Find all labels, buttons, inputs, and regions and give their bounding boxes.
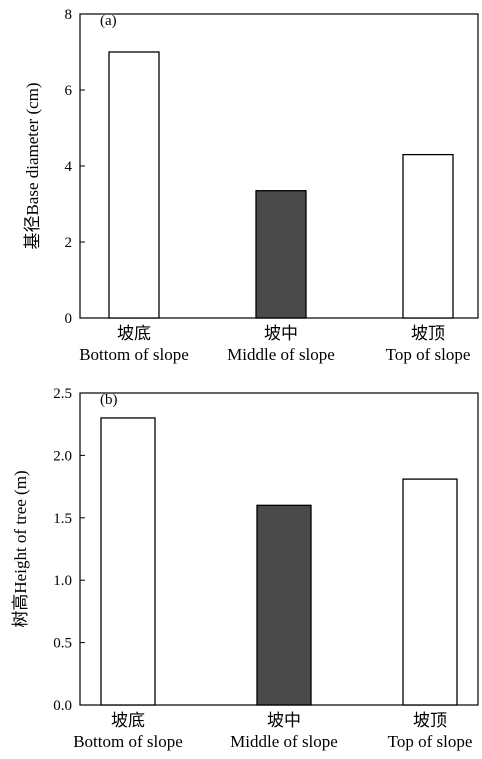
x-category-label: 坡顶 [413,711,447,730]
y-tick-label: 0.5 [53,636,72,652]
y-tick-label: 2 [65,235,73,251]
y-tick-label: 8 [65,7,73,23]
bar [256,504,312,706]
y-tick-label: 0 [65,311,73,327]
x-category-label-en: Middle of slope [230,732,338,751]
panel-label: (a) [100,13,117,29]
y-tick-label: 1.0 [53,573,72,589]
bar [402,153,454,319]
bar [108,51,160,319]
y-tick-label: 2.0 [53,448,72,464]
y-tick-label: 0.0 [53,698,72,714]
y-tick-label: 4 [65,159,73,175]
y-tick-label: 6 [65,83,73,99]
y-axis-label: 基径Base diameter (cm) [23,82,42,249]
bar [402,478,458,706]
x-category-label-en: Top of slope [386,345,471,364]
x-category-label: 坡顶 [411,324,445,343]
x-category-label-en: Bottom of slope [79,345,189,364]
x-category-label: 坡底 [111,711,145,730]
x-category-label-en: Bottom of slope [73,732,183,751]
x-category-label-en: Top of slope [388,732,473,751]
panel-label: (b) [100,392,118,408]
x-category-label: 坡底 [117,324,151,343]
x-category-label: 坡中 [264,324,298,343]
bar [100,417,156,706]
x-category-label-en: Middle of slope [227,345,335,364]
y-tick-label: 2.5 [53,386,72,402]
y-tick-label: 1.5 [53,511,72,527]
y-axis-label: 树高Height of tree (m) [11,470,30,627]
bar [255,190,307,319]
x-category-label: 坡中 [267,711,301,730]
